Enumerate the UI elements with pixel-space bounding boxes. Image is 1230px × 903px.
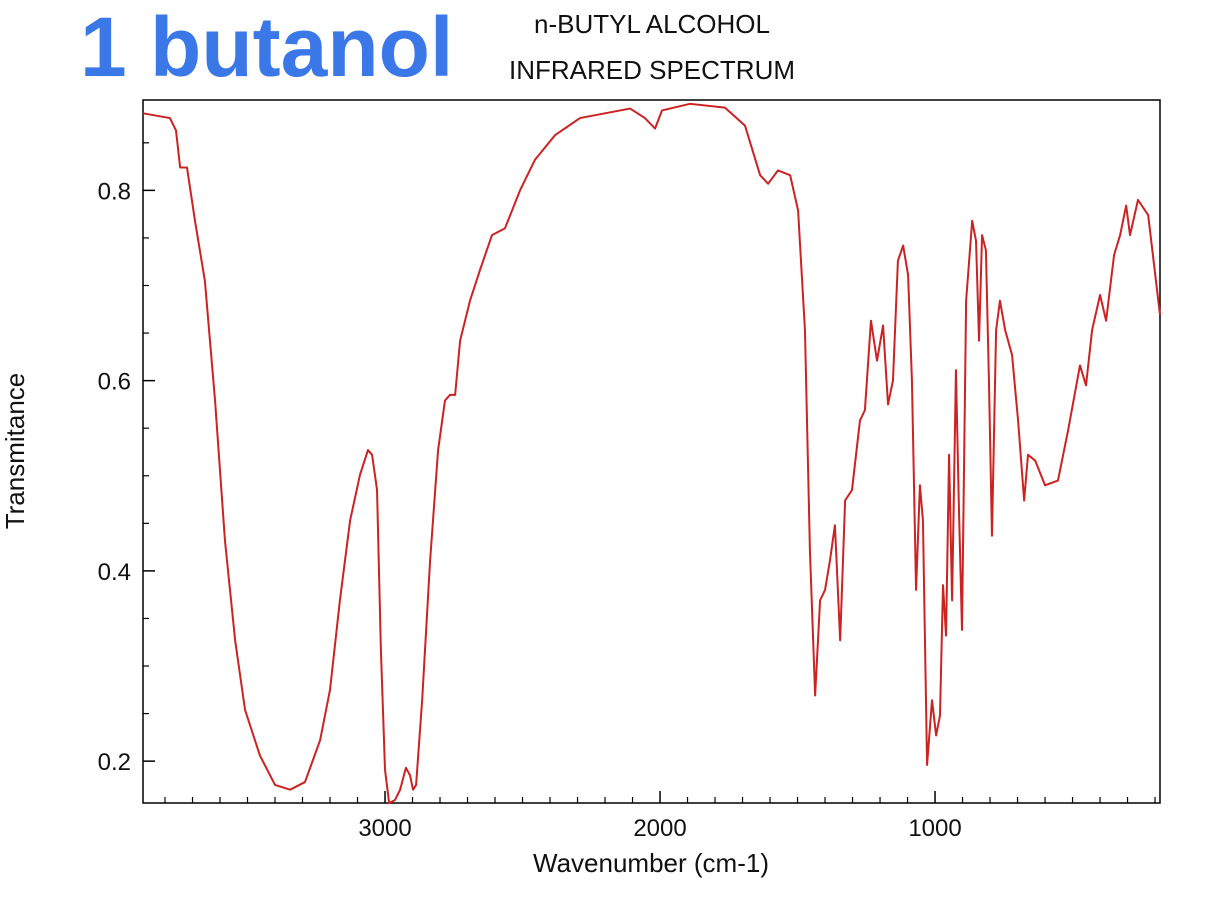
x-axis-label: Wavenumber (cm-1) (533, 848, 769, 878)
x-tick-label: 1000 (908, 815, 961, 842)
y-tick-label: 0.8 (98, 178, 131, 205)
y-tick-label: 0.4 (98, 559, 131, 586)
x-tick-label: 3000 (358, 815, 411, 842)
x-tick-label: 2000 (633, 815, 686, 842)
chart-title: 1 butanol (80, 0, 453, 94)
spectrum-line (142, 102, 1161, 804)
y-tick-label: 0.6 (98, 369, 131, 396)
plot-frame (142, 99, 1161, 804)
chart-subtitle: INFRARED SPECTRUM (509, 55, 795, 85)
y-axis-label: Transmitance (0, 373, 30, 530)
chart-subtitle: n-BUTYL ALCOHOL (534, 9, 770, 39)
y-tick-label: 0.2 (98, 749, 131, 776)
